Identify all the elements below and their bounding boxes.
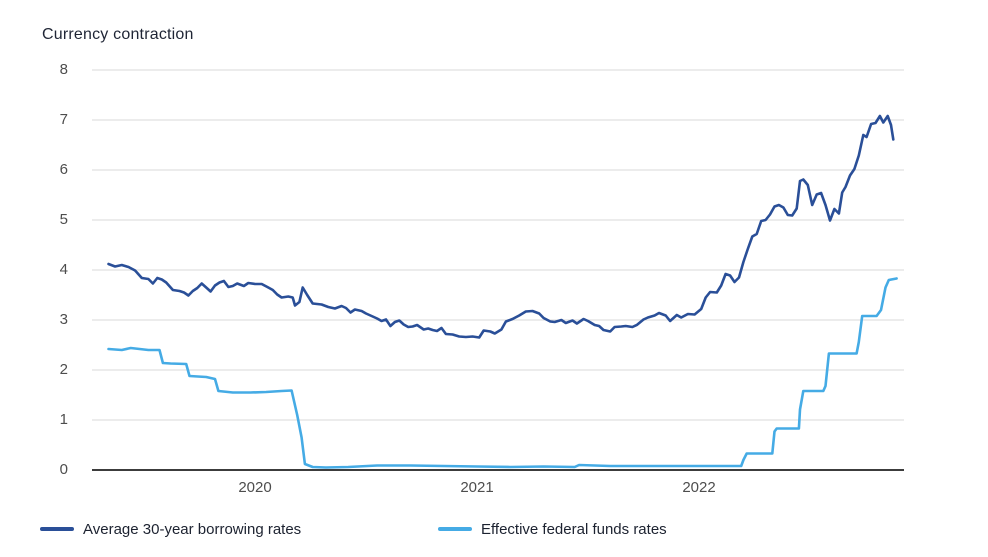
y-axis-tick-label: 2 [59, 361, 68, 378]
legend-swatch-borrowing-rates [40, 527, 74, 531]
fed-funds-line [107, 277, 898, 469]
y-axis-tick-label: 7 [59, 111, 68, 128]
y-axis-tick-label: 8 [59, 61, 68, 78]
y-axis-tick-label: 5 [59, 211, 68, 228]
legend-item-borrowing-rates: Average 30-year borrowing rates [40, 520, 302, 538]
chart-title: Currency contraction [42, 26, 194, 43]
legend-swatch-fed-funds [438, 527, 472, 531]
y-axis-tick-label: 1 [59, 411, 68, 428]
x-axis-tick-label: 2021 [460, 479, 494, 496]
borrowing-rates-line [107, 114, 895, 339]
x-axis-tick-label: 2020 [238, 479, 272, 496]
y-axis-tick-label: 3 [59, 311, 68, 328]
x-axis-tick-label: 2022 [682, 479, 716, 496]
y-axis-tick-label: 6 [59, 161, 68, 178]
legend-label-borrowing-rates: Average 30-year borrowing rates [83, 520, 302, 538]
legend-item-fed-funds: Effective federal funds rates [438, 520, 667, 538]
y-axis-tick-label: 4 [59, 261, 68, 278]
y-axis-tick-label: 0 [59, 461, 68, 478]
legend-label-fed-funds: Effective federal funds rates [481, 520, 667, 538]
